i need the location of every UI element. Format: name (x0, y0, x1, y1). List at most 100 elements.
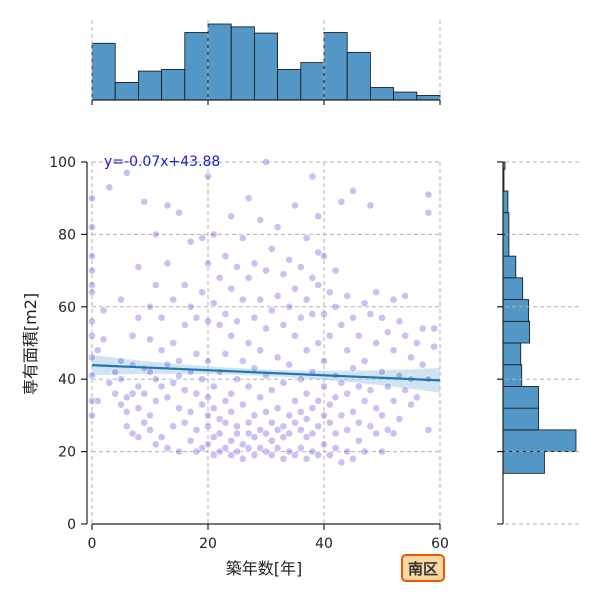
scatter-point (122, 168, 131, 177)
scatter-point (302, 295, 311, 304)
scatter-point (151, 281, 160, 289)
scatter-point (250, 411, 259, 420)
scatter-point (354, 418, 363, 427)
scatter-point (244, 339, 253, 347)
scatter-point (88, 223, 96, 232)
scatter-point (238, 400, 247, 409)
scatter-point (273, 223, 282, 232)
scatter-point (227, 451, 236, 460)
scatter-point (349, 313, 357, 322)
scatter-point (273, 353, 282, 362)
scatter-point (198, 444, 207, 452)
right-histogram-bar (502, 364, 523, 387)
scatter-point (366, 422, 375, 431)
scatter-point (117, 400, 125, 409)
scatter-point (244, 444, 253, 452)
scatter-point (256, 295, 265, 304)
scatter-point (325, 451, 334, 460)
scatter-point (238, 295, 247, 304)
scatter-point (238, 454, 247, 463)
scatter-point (151, 230, 160, 239)
top-histogram-bar (277, 68, 302, 101)
right-histogram-bar (502, 255, 517, 279)
scatter-point (430, 324, 439, 333)
scatter-point (320, 357, 328, 365)
y-tick-label: 40 (58, 372, 76, 388)
right-histogram-bar (502, 429, 577, 453)
scatter-point (233, 429, 241, 438)
scatter-point (285, 302, 294, 311)
right-histogram-bar (502, 320, 531, 344)
scatter-point (204, 172, 212, 181)
scatter-point (157, 346, 166, 355)
scatter-point (383, 328, 392, 337)
scatter-point (204, 393, 212, 402)
scatter-point (285, 255, 294, 264)
scatter-point (320, 440, 328, 449)
scatter-point (302, 415, 311, 423)
scatter-point (308, 447, 317, 456)
scatter-point (146, 335, 154, 344)
scatter-point (383, 382, 392, 391)
scatter-point (279, 454, 288, 463)
scatter-point (250, 433, 259, 442)
scatter-point (233, 317, 241, 326)
scatter-point (424, 208, 433, 217)
scatter-point (389, 346, 398, 355)
scatter-point (175, 447, 183, 456)
scatter-point (128, 389, 137, 398)
scatter-point (273, 404, 282, 413)
scatter-point (372, 288, 381, 297)
scatter-point (320, 310, 328, 318)
scatter-point (192, 389, 201, 398)
scatter-point (331, 266, 340, 275)
scatter-point (186, 407, 195, 416)
scatter-point (209, 433, 218, 442)
district-badge-label: 南区 (408, 560, 438, 578)
scatter-point (88, 317, 96, 326)
right-histogram-bar (502, 277, 524, 300)
scatter-point (88, 397, 96, 405)
scatter-point (372, 339, 381, 347)
scatter-point (273, 292, 282, 300)
top-histogram-bar (393, 91, 418, 101)
scatter-point (99, 335, 108, 344)
scatter-point (244, 418, 253, 427)
scatter-point (291, 418, 299, 427)
scatter-point (146, 368, 154, 376)
scatter-point (360, 299, 369, 308)
scatter-point (401, 386, 410, 394)
scatter-point (88, 288, 96, 297)
scatter-point (140, 389, 149, 398)
top-histogram-bar (184, 32, 209, 101)
scatter-point (383, 425, 392, 434)
scatter-point (134, 433, 143, 442)
scatter-point (343, 425, 352, 434)
scatter-point (215, 415, 224, 423)
scatter-point (360, 397, 369, 405)
scatter-point (244, 273, 253, 282)
right-histogram-bar (502, 451, 545, 474)
scatter-point (169, 339, 178, 347)
scatter-point (331, 393, 340, 402)
scatter-point (88, 331, 96, 340)
top-histogram-bar (230, 26, 255, 101)
scatter-point (285, 411, 294, 420)
scatter-point (146, 302, 154, 311)
scatter-point (267, 306, 276, 315)
scatter-point (337, 197, 346, 206)
scatter-point (401, 292, 410, 300)
scatter-point (244, 429, 253, 438)
scatter-point (169, 422, 178, 431)
scatter-point (221, 418, 230, 427)
scatter-point (105, 378, 114, 387)
scatter-point (111, 389, 120, 398)
scatter-point (209, 404, 218, 413)
scatter-point (215, 429, 224, 438)
scatter-point (360, 447, 369, 456)
scatter-point (111, 368, 120, 376)
scatter-point (233, 263, 241, 271)
top-histogram-bar (207, 23, 232, 101)
top-histogram-bar (114, 82, 139, 101)
scatter-point (407, 400, 415, 409)
